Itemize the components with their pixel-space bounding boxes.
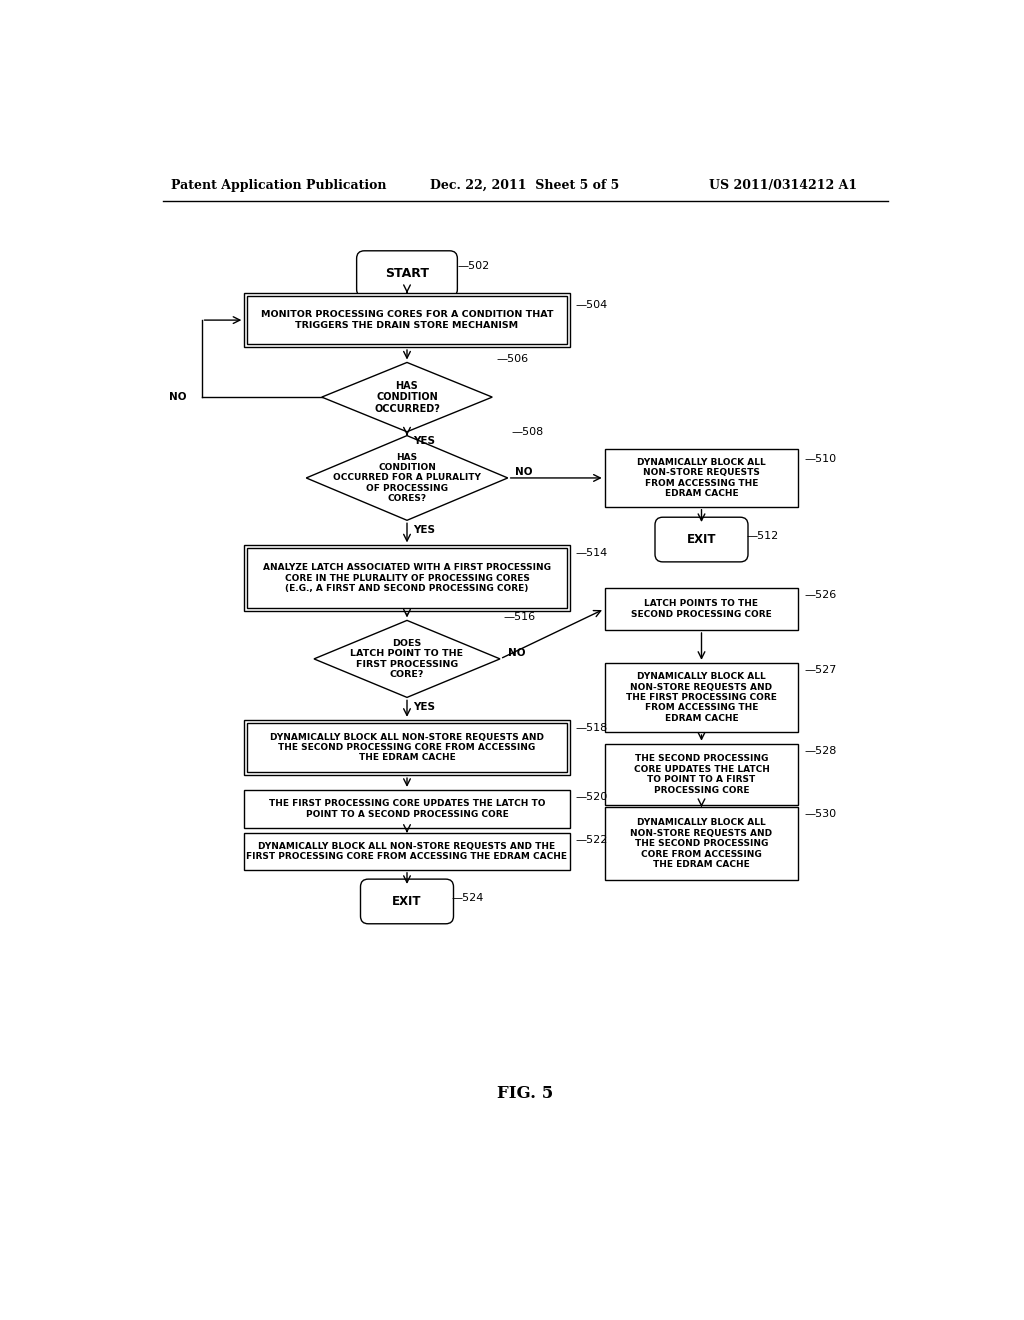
Text: —516: —516 [504, 611, 536, 622]
Text: US 2011/0314212 A1: US 2011/0314212 A1 [710, 178, 857, 191]
Text: —502: —502 [458, 261, 489, 271]
Polygon shape [322, 363, 493, 432]
Text: HAS
CONDITION
OCCURRED FOR A PLURALITY
OF PROCESSING
CORES?: HAS CONDITION OCCURRED FOR A PLURALITY O… [333, 453, 481, 503]
Text: YES: YES [414, 524, 435, 535]
Text: FIG. 5: FIG. 5 [497, 1085, 553, 1102]
Text: DYNAMICALLY BLOCK ALL
NON-STORE REQUESTS AND
THE FIRST PROCESSING CORE
FROM ACCE: DYNAMICALLY BLOCK ALL NON-STORE REQUESTS… [626, 672, 777, 723]
Text: —512: —512 [746, 531, 778, 541]
Text: —504: —504 [575, 300, 608, 310]
Text: —514: —514 [575, 548, 608, 558]
Text: —506: —506 [496, 354, 528, 363]
FancyBboxPatch shape [245, 833, 569, 870]
Text: —508: —508 [512, 426, 544, 437]
Text: DYNAMICALLY BLOCK ALL
NON-STORE REQUESTS
FROM ACCESSING THE
EDRAM CACHE: DYNAMICALLY BLOCK ALL NON-STORE REQUESTS… [637, 458, 766, 498]
FancyBboxPatch shape [655, 517, 748, 562]
Text: YES: YES [414, 702, 435, 711]
Text: —510: —510 [805, 454, 837, 463]
Polygon shape [306, 436, 508, 520]
Text: DYNAMICALLY BLOCK ALL NON-STORE REQUESTS AND
THE SECOND PROCESSING CORE FROM ACC: DYNAMICALLY BLOCK ALL NON-STORE REQUESTS… [270, 733, 544, 763]
Text: THE FIRST PROCESSING CORE UPDATES THE LATCH TO
POINT TO A SECOND PROCESSING CORE: THE FIRST PROCESSING CORE UPDATES THE LA… [268, 800, 545, 818]
Text: MONITOR PROCESSING CORES FOR A CONDITION THAT
TRIGGERS THE DRAIN STORE MECHANISM: MONITOR PROCESSING CORES FOR A CONDITION… [261, 310, 553, 330]
Text: HAS
CONDITION
OCCURRED?: HAS CONDITION OCCURRED? [374, 380, 440, 413]
Text: —530: —530 [805, 809, 837, 820]
FancyBboxPatch shape [245, 789, 569, 829]
Text: —528: —528 [805, 746, 837, 756]
FancyBboxPatch shape [604, 743, 799, 805]
FancyBboxPatch shape [604, 663, 799, 733]
FancyBboxPatch shape [356, 251, 458, 297]
Text: —518: —518 [575, 723, 608, 733]
Text: —520: —520 [575, 792, 608, 803]
Text: THE SECOND PROCESSING
CORE UPDATES THE LATCH
TO POINT TO A FIRST
PROCESSING CORE: THE SECOND PROCESSING CORE UPDATES THE L… [634, 754, 769, 795]
Text: DOES
LATCH POINT TO THE
FIRST PROCESSING
CORE?: DOES LATCH POINT TO THE FIRST PROCESSING… [350, 639, 464, 678]
Text: LATCH POINTS TO THE
SECOND PROCESSING CORE: LATCH POINTS TO THE SECOND PROCESSING CO… [631, 599, 772, 619]
FancyBboxPatch shape [245, 545, 569, 611]
FancyBboxPatch shape [604, 587, 799, 630]
Text: NO: NO [169, 392, 186, 403]
Text: —526: —526 [805, 590, 837, 601]
Text: YES: YES [414, 436, 435, 446]
Text: —522: —522 [575, 834, 608, 845]
Text: Patent Application Publication: Patent Application Publication [171, 178, 386, 191]
FancyBboxPatch shape [604, 449, 799, 507]
Polygon shape [314, 620, 500, 697]
Text: DYNAMICALLY BLOCK ALL
NON-STORE REQUESTS AND
THE SECOND PROCESSING
CORE FROM ACC: DYNAMICALLY BLOCK ALL NON-STORE REQUESTS… [631, 818, 772, 869]
Text: EXIT: EXIT [392, 895, 422, 908]
Text: DYNAMICALLY BLOCK ALL NON-STORE REQUESTS AND THE
FIRST PROCESSING CORE FROM ACCE: DYNAMICALLY BLOCK ALL NON-STORE REQUESTS… [247, 842, 567, 861]
FancyBboxPatch shape [360, 879, 454, 924]
Text: —524: —524 [452, 892, 484, 903]
Text: —527: —527 [805, 665, 837, 676]
FancyBboxPatch shape [245, 293, 569, 347]
Text: ANALYZE LATCH ASSOCIATED WITH A FIRST PROCESSING
CORE IN THE PLURALITY OF PROCES: ANALYZE LATCH ASSOCIATED WITH A FIRST PR… [263, 564, 551, 593]
FancyBboxPatch shape [245, 719, 569, 775]
Text: NO: NO [515, 467, 534, 477]
FancyBboxPatch shape [604, 807, 799, 880]
Text: NO: NO [508, 648, 525, 657]
Text: Dec. 22, 2011  Sheet 5 of 5: Dec. 22, 2011 Sheet 5 of 5 [430, 178, 620, 191]
Text: START: START [385, 268, 429, 280]
Text: EXIT: EXIT [687, 533, 716, 546]
